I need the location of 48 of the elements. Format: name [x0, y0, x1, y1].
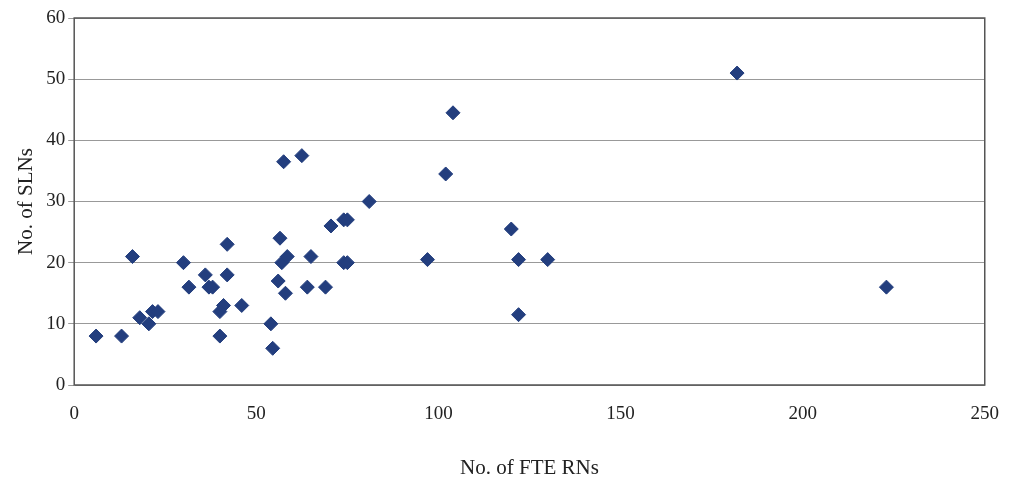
point — [197, 267, 213, 283]
point — [299, 279, 315, 295]
point — [219, 236, 235, 252]
point — [124, 249, 140, 265]
point — [212, 328, 228, 344]
point — [878, 279, 894, 295]
point — [234, 297, 250, 313]
x-tick-label: 200 — [788, 402, 817, 424]
y-tick-label: 40 — [46, 128, 66, 150]
point — [265, 340, 281, 356]
point — [219, 267, 235, 283]
point — [272, 230, 288, 246]
y-tick-label: 30 — [46, 189, 66, 211]
point — [181, 279, 197, 295]
point — [323, 218, 339, 234]
x-tick-label: 100 — [424, 402, 453, 424]
y-tick-label: 50 — [46, 67, 66, 89]
point — [88, 328, 104, 344]
y-axis-title: No. of SLNs — [13, 148, 38, 255]
point — [511, 307, 527, 323]
x-tick-label: 150 — [606, 402, 635, 424]
point — [294, 148, 310, 164]
y-tick-label: 0 — [55, 372, 66, 394]
y-tick-label: 10 — [46, 311, 66, 333]
point — [511, 252, 527, 268]
point — [132, 310, 148, 326]
point — [419, 252, 435, 268]
point — [279, 249, 295, 265]
point — [729, 65, 745, 81]
x-tick-label: 250 — [970, 402, 999, 424]
point — [141, 316, 157, 332]
point — [445, 105, 461, 121]
point — [175, 255, 191, 271]
point — [438, 166, 454, 182]
point — [361, 194, 377, 209]
x-axis-title: No. of FTE RNs — [460, 454, 599, 479]
point — [277, 285, 293, 301]
point — [318, 279, 334, 295]
y-tick-label: 20 — [46, 250, 66, 272]
x-tick-label: 50 — [246, 402, 266, 424]
point — [270, 273, 286, 289]
point — [114, 328, 130, 344]
point — [276, 154, 292, 170]
point — [303, 249, 319, 265]
point — [503, 221, 519, 237]
y-tick-label: 60 — [46, 5, 66, 27]
point — [263, 316, 279, 332]
point — [540, 252, 556, 268]
